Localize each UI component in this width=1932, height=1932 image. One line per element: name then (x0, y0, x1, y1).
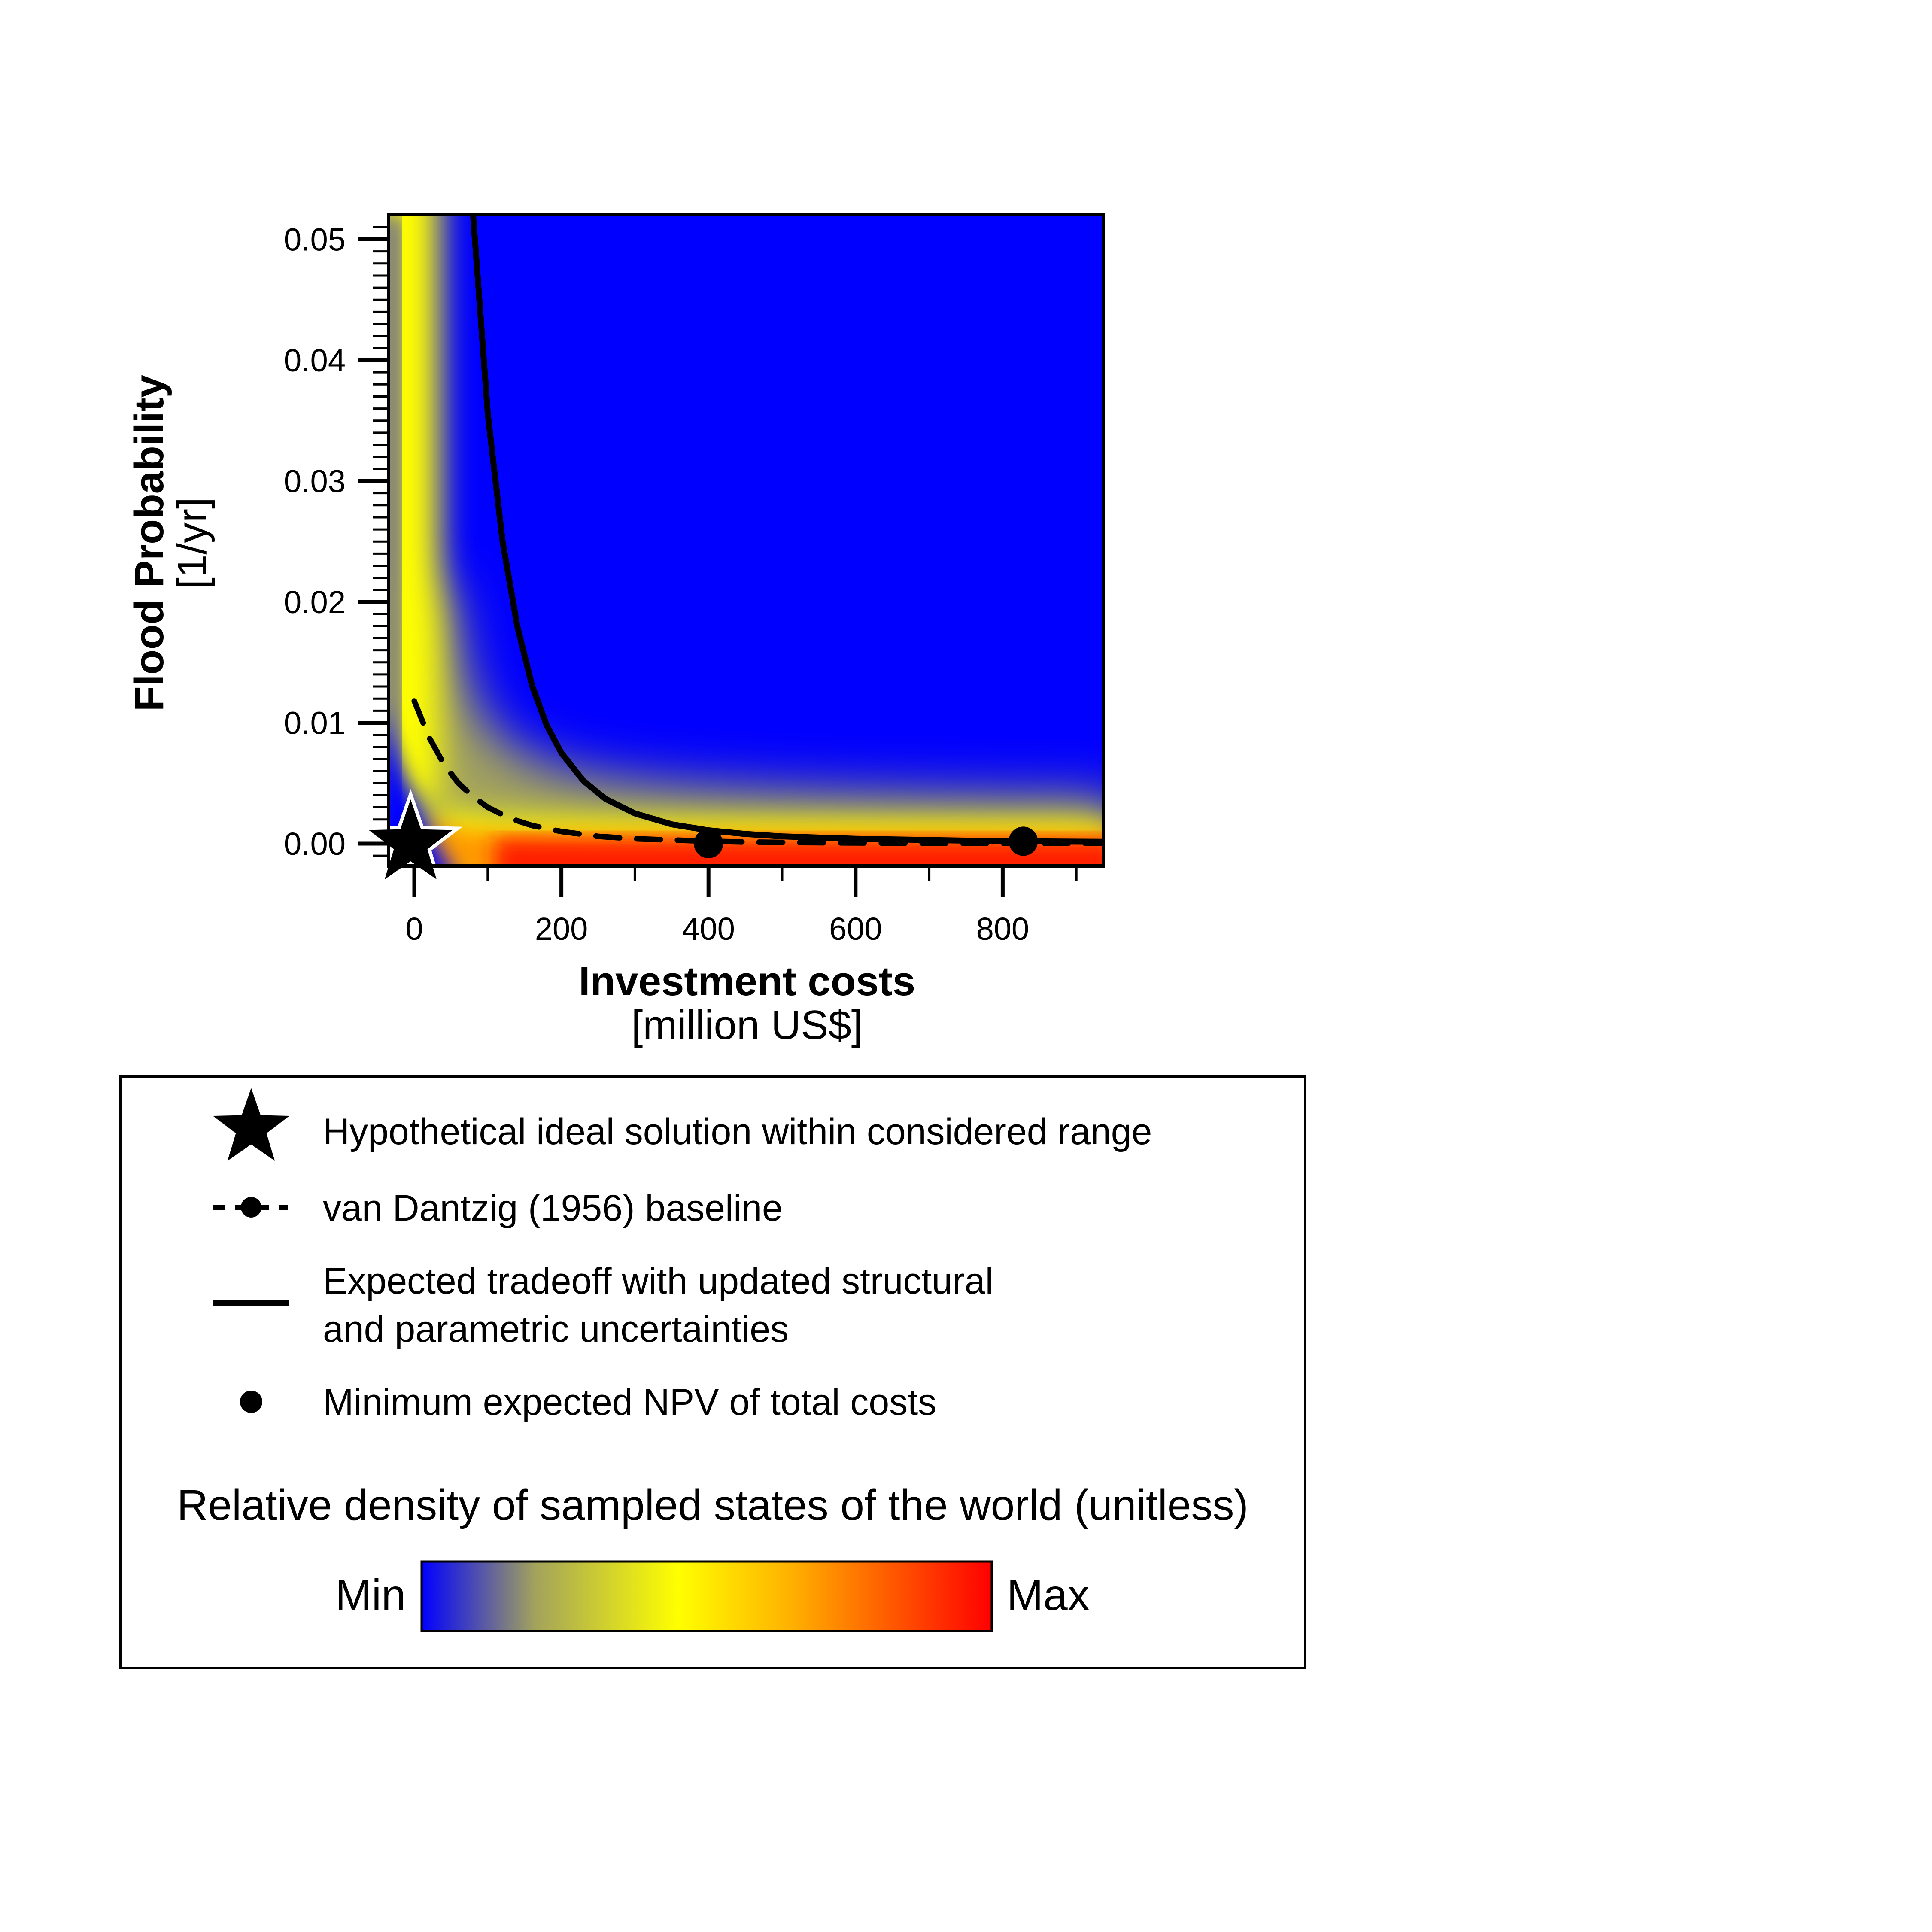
y-axis-unit: [1/yr] (169, 497, 215, 589)
x-tick-label: 0 (405, 911, 423, 947)
y-axis: 0.00 0.01 0.02 0.03 0.04 0.05 (284, 222, 389, 862)
colorbar-title: Relative density of sampled states of th… (177, 1481, 1249, 1529)
y-tick-label: 0.02 (284, 584, 346, 620)
legend-item-expected-tradeoff: Expected tradeoff with updated structura… (213, 1261, 993, 1350)
heatmap-band-gray (389, 586, 1103, 866)
x-tick-label: 200 (535, 911, 588, 947)
colorbar-max-label: Max (1007, 1571, 1090, 1619)
density-heatmap (389, 215, 1103, 866)
y-tick-label: 0.01 (284, 705, 346, 741)
legend-label-minimum-npv: Minimum expected NPV of total costs (323, 1382, 936, 1423)
x-tick-label: 400 (682, 911, 735, 947)
heatmap-band-red (495, 838, 1103, 866)
y-tick-label: 0.03 (284, 464, 346, 499)
y-tick-label: 0.04 (284, 343, 346, 378)
legend-label-van-dantzig: van Dantzig (1956) baseline (323, 1188, 783, 1229)
x-tick-label: 800 (976, 911, 1029, 947)
legend-item-minimum-npv: Minimum expected NPV of total costs (240, 1382, 936, 1423)
legend: Hypothetical ideal solution within consi… (119, 1075, 1306, 1669)
star-icon (208, 1082, 295, 1165)
legend-item-ideal-solution: Hypothetical ideal solution within consi… (208, 1082, 1152, 1165)
legend-label-expected-tradeoff-line1: Expected tradeoff with updated structura… (323, 1261, 993, 1302)
colorbar (420, 1560, 993, 1632)
minimum-npv-point (694, 829, 723, 858)
legend-label-ideal-solution: Hypothetical ideal solution within consi… (323, 1111, 1152, 1152)
van-dantzig-baseline-line (411, 698, 1103, 846)
x-axis-unit: [million US$] (632, 1002, 863, 1048)
ideal-solution-star (358, 789, 463, 888)
legend-label-expected-tradeoff-line2: and parametric uncertainties (323, 1309, 789, 1350)
x-axis: 0 200 400 600 800 (405, 866, 1078, 947)
y-tick-label: 0.05 (284, 222, 346, 258)
y-tick-label: 0.00 (284, 826, 346, 862)
y-axis-title: Flood Probability (126, 375, 172, 711)
x-tick-label: 600 (829, 911, 882, 947)
dot-icon (240, 1391, 262, 1413)
dot-icon (241, 1197, 261, 1218)
colorbar-min-label: Min (335, 1571, 406, 1619)
legend-item-van-dantzig: van Dantzig (1956) baseline (213, 1188, 783, 1229)
x-axis-title: Investment costs (579, 958, 915, 1004)
minimum-npv-point (1009, 826, 1038, 856)
expected-tradeoff-line (470, 215, 1103, 845)
plot-frame (387, 213, 1105, 868)
